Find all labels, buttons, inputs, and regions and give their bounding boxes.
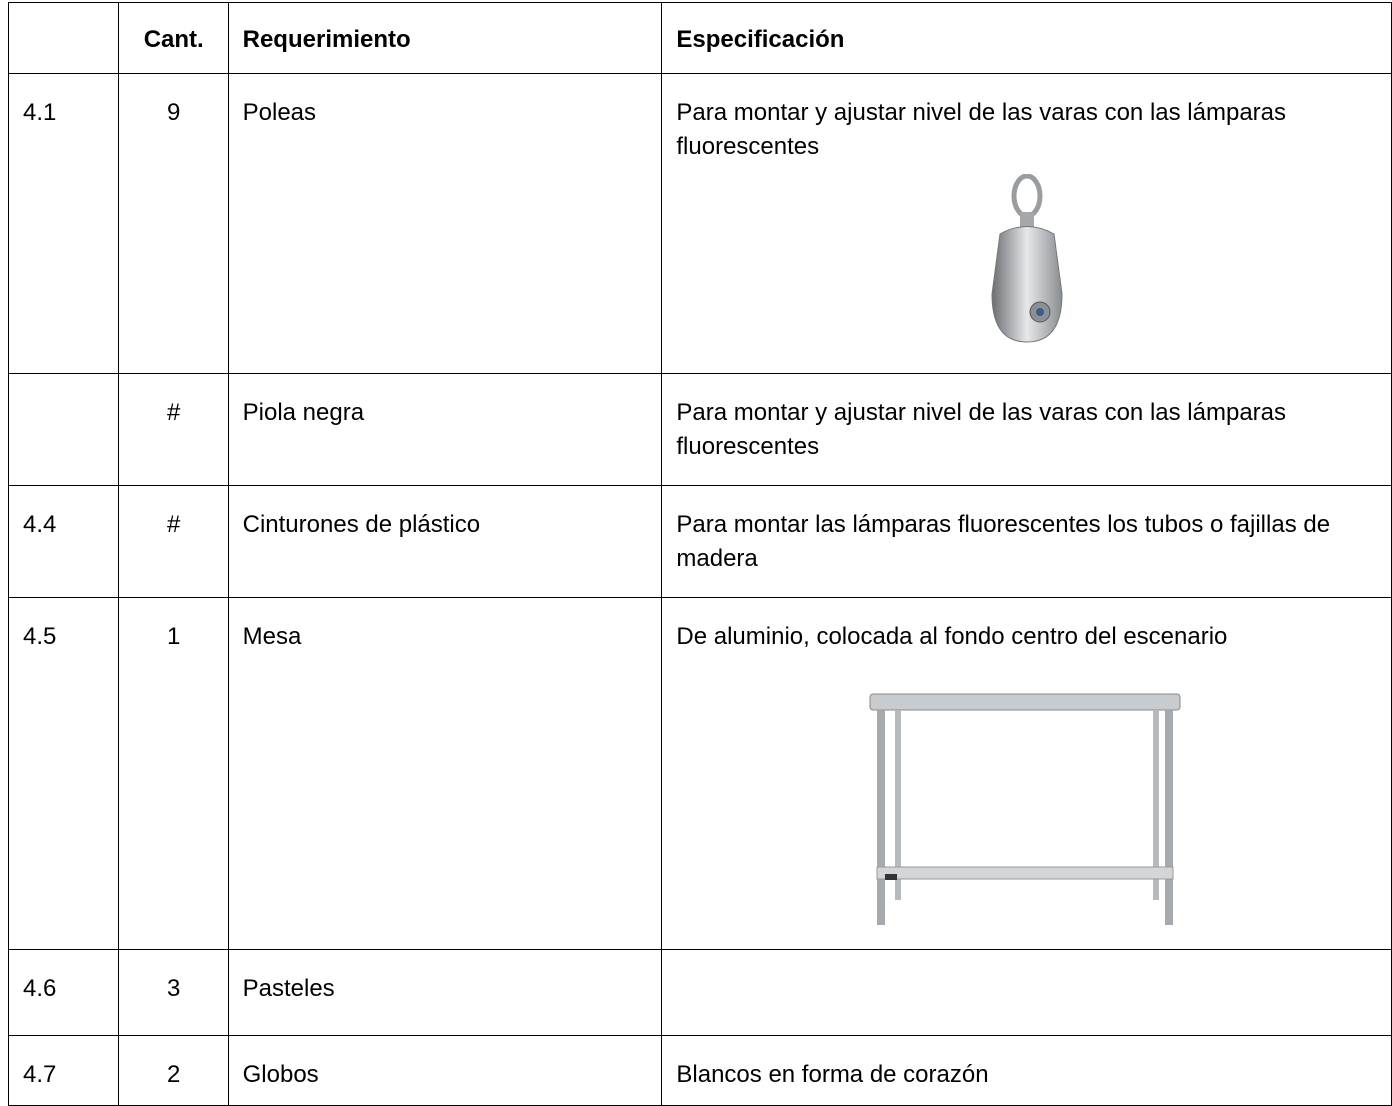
spec-cell: De aluminio, colocada al fondo centro de… bbox=[661, 597, 1392, 950]
number: 4.6 bbox=[8, 949, 119, 1036]
spec: Blancos en forma de corazón bbox=[661, 1035, 1392, 1106]
row: # Piola negra Para montar y ajustar nive… bbox=[8, 373, 1392, 486]
spec: Para montar las lámparas fluorescentes l… bbox=[661, 485, 1392, 598]
header-cell bbox=[8, 2, 119, 74]
item: Mesa bbox=[227, 597, 663, 950]
header-cell: Especificación bbox=[661, 2, 1392, 74]
requirements-table: Cant. Requerimiento Especificación 4.1 9… bbox=[8, 2, 1392, 1106]
header-cell: Requerimiento bbox=[227, 2, 663, 74]
qty: # bbox=[117, 485, 229, 598]
row: 4.5 1 Mesa De aluminio, colocada al fond… bbox=[8, 597, 1392, 950]
row: 4.1 9 Poleas Para montar y ajustar nivel… bbox=[8, 73, 1392, 374]
spec: Para montar y ajustar nivel de las varas… bbox=[661, 373, 1392, 486]
spec: Para montar y ajustar nivel de las varas… bbox=[676, 99, 1286, 160]
qty: # bbox=[117, 373, 229, 486]
qty: 9 bbox=[117, 73, 229, 374]
pulley-image bbox=[991, 174, 1063, 343]
number: 4.4 bbox=[8, 485, 119, 598]
item: Cinturones de plástico bbox=[227, 485, 663, 598]
row: 4.7 2 Globos Blancos en forma de corazón bbox=[8, 1035, 1392, 1106]
table-image bbox=[869, 693, 1181, 925]
row: 4.6 3 Pasteles bbox=[8, 949, 1392, 1036]
item: Globos bbox=[227, 1035, 663, 1106]
number bbox=[8, 373, 119, 486]
spec: De aluminio, colocada al fondo centro de… bbox=[676, 623, 1228, 650]
number: 4.5 bbox=[8, 597, 119, 950]
number: 4.1 bbox=[8, 73, 119, 374]
spec-cell: Para montar y ajustar nivel de las varas… bbox=[661, 73, 1392, 374]
item: Piola negra bbox=[227, 373, 663, 486]
qty: 3 bbox=[117, 949, 229, 1036]
item: Poleas bbox=[227, 73, 663, 374]
item: Pasteles bbox=[227, 949, 663, 1036]
qty: 2 bbox=[117, 1035, 229, 1106]
row: 4.4 # Cinturones de plástico Para montar… bbox=[8, 485, 1392, 598]
qty: 1 bbox=[117, 597, 229, 950]
spec bbox=[661, 949, 1392, 1036]
header-row: Cant. Requerimiento Especificación bbox=[8, 2, 1392, 74]
number: 4.7 bbox=[8, 1035, 119, 1106]
header-cell: Cant. bbox=[117, 2, 229, 74]
